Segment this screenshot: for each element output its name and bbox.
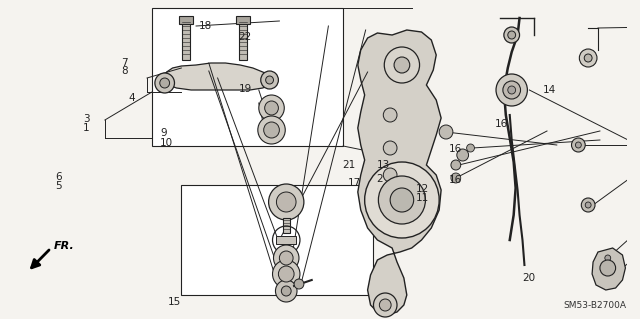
Bar <box>182 18 190 60</box>
Circle shape <box>273 245 299 271</box>
Circle shape <box>259 95 284 121</box>
Bar <box>239 18 247 60</box>
Text: 11: 11 <box>416 193 429 203</box>
Text: SM53-B2700A: SM53-B2700A <box>564 300 627 309</box>
Text: 16: 16 <box>449 175 462 185</box>
Text: FR.: FR. <box>54 241 75 251</box>
Text: 18: 18 <box>199 21 212 31</box>
Circle shape <box>467 144 474 152</box>
Text: 19: 19 <box>239 84 252 94</box>
Polygon shape <box>164 63 273 90</box>
Circle shape <box>581 198 595 212</box>
Circle shape <box>265 101 278 115</box>
Circle shape <box>365 162 439 238</box>
Circle shape <box>378 176 426 224</box>
Circle shape <box>579 49 597 67</box>
Bar <box>284 218 290 233</box>
Circle shape <box>275 280 297 302</box>
Text: 5: 5 <box>55 181 62 191</box>
Text: 14: 14 <box>543 85 556 95</box>
Circle shape <box>605 255 611 261</box>
Bar <box>236 16 250 24</box>
Circle shape <box>282 286 291 296</box>
Text: 12: 12 <box>416 184 429 194</box>
Circle shape <box>451 173 461 183</box>
Circle shape <box>575 142 581 148</box>
Circle shape <box>273 260 300 288</box>
Circle shape <box>585 202 591 208</box>
Circle shape <box>383 168 397 182</box>
Circle shape <box>155 73 175 93</box>
Bar <box>181 185 372 295</box>
Circle shape <box>278 266 294 282</box>
Circle shape <box>266 76 273 84</box>
Text: 16: 16 <box>494 119 508 130</box>
Circle shape <box>384 47 420 83</box>
Circle shape <box>374 293 397 317</box>
Circle shape <box>276 192 296 212</box>
Text: 9: 9 <box>160 128 166 138</box>
Circle shape <box>572 138 585 152</box>
Text: 22: 22 <box>239 32 252 42</box>
Circle shape <box>601 251 614 265</box>
Text: 21: 21 <box>342 160 355 170</box>
Bar <box>179 16 193 24</box>
Polygon shape <box>592 248 625 290</box>
Text: 1: 1 <box>83 122 90 133</box>
Circle shape <box>439 125 453 139</box>
Circle shape <box>390 188 413 212</box>
Text: 7: 7 <box>121 57 128 68</box>
Circle shape <box>394 57 410 73</box>
Text: 15: 15 <box>168 297 181 308</box>
Circle shape <box>457 149 468 161</box>
Text: 17: 17 <box>348 178 362 188</box>
Text: 13: 13 <box>376 160 390 170</box>
Circle shape <box>508 31 516 39</box>
Text: 3: 3 <box>83 114 90 124</box>
Text: 8: 8 <box>121 66 128 77</box>
Circle shape <box>260 71 278 89</box>
Circle shape <box>280 251 293 265</box>
Circle shape <box>160 78 170 88</box>
Bar <box>152 8 343 146</box>
Circle shape <box>264 122 280 138</box>
Circle shape <box>496 74 527 106</box>
Bar <box>276 236 296 244</box>
Circle shape <box>269 184 304 220</box>
Circle shape <box>383 108 397 122</box>
Circle shape <box>294 279 304 289</box>
Text: 2: 2 <box>376 174 383 184</box>
Text: 10: 10 <box>160 138 173 148</box>
Circle shape <box>584 54 592 62</box>
Circle shape <box>383 141 397 155</box>
Polygon shape <box>358 30 441 315</box>
Text: 4: 4 <box>129 93 135 103</box>
Circle shape <box>380 299 391 311</box>
Circle shape <box>508 86 516 94</box>
Circle shape <box>258 116 285 144</box>
Text: 20: 20 <box>523 272 536 283</box>
Circle shape <box>600 260 616 276</box>
Circle shape <box>504 27 520 43</box>
Circle shape <box>451 160 461 170</box>
Text: 6: 6 <box>55 172 62 182</box>
Text: 16: 16 <box>449 144 462 154</box>
Circle shape <box>503 81 520 99</box>
